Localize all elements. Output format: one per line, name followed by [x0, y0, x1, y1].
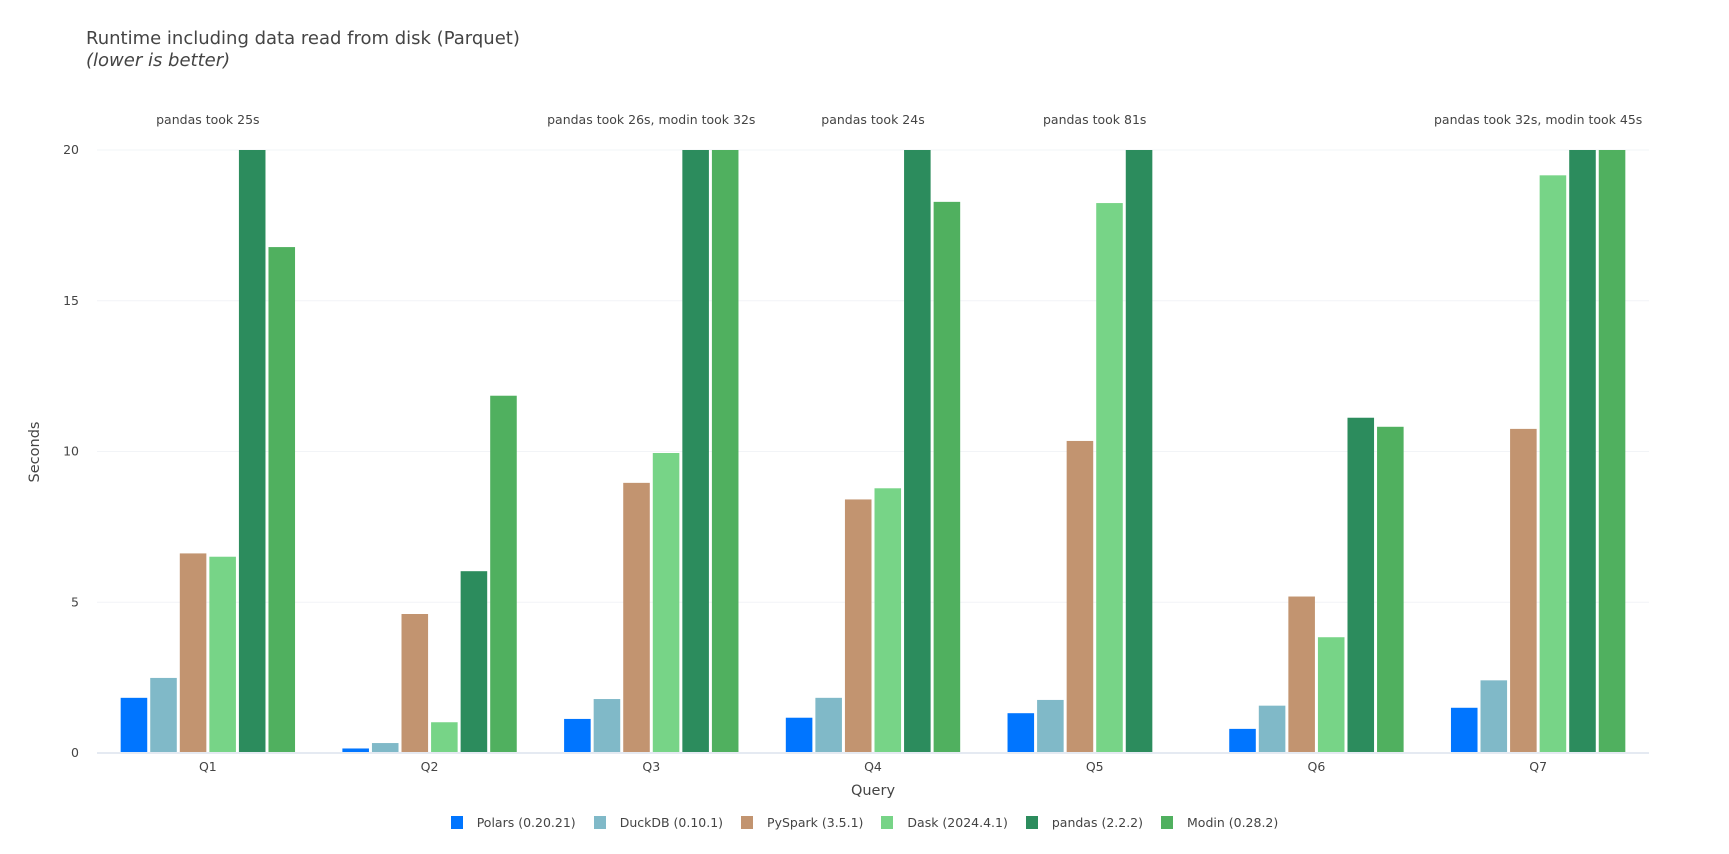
legend-label: Modin (0.28.2)	[1187, 815, 1279, 830]
legend-label: pandas (2.2.2)	[1051, 815, 1144, 830]
annotation: pandas took 32s, modin took 45s	[1434, 112, 1642, 127]
x-tick-label: Q3	[642, 759, 660, 774]
bar-modin-q6[interactable]	[1377, 426, 1404, 753]
bar-pyspark-q3[interactable]	[623, 482, 650, 753]
bar-pandas-q1[interactable]	[238, 150, 266, 753]
bar-polars-q2[interactable]	[342, 748, 369, 753]
bar-pandas-q6[interactable]	[1347, 417, 1375, 753]
bar-dask-q1[interactable]	[209, 556, 236, 753]
annotation: pandas took 24s	[821, 112, 924, 127]
x-tick-label: Q7	[1529, 759, 1547, 774]
x-tick-label: Q1	[199, 759, 217, 774]
x-tick-label: Q5	[1086, 759, 1104, 774]
bar-polars-q7[interactable]	[1450, 707, 1478, 753]
legend-item[interactable]: DuckDB (0.10.1)	[593, 815, 724, 830]
bar-pyspark-q6[interactable]	[1288, 596, 1315, 753]
y-axis-title: Seconds	[27, 422, 43, 483]
bar-dask-q6[interactable]	[1317, 637, 1345, 753]
legend-item[interactable]: Polars (0.20.21)	[450, 815, 576, 830]
x-tick-label: Q6	[1308, 759, 1326, 774]
legend-label: DuckDB (0.10.1)	[619, 815, 724, 830]
gridlines	[97, 149, 1649, 603]
legend-label: PySpark (3.5.1)	[767, 815, 864, 830]
legend-label: Polars (0.20.21)	[476, 815, 576, 830]
annotation: pandas took 81s	[1043, 112, 1146, 127]
annotation: pandas took 25s	[156, 112, 259, 127]
legend: Polars (0.20.21) DuckDB (0.10.1) PySpark (…	[0, 815, 1729, 830]
bar-dask-q7[interactable]	[1539, 175, 1567, 754]
bar-dask-q2[interactable]	[431, 722, 458, 753]
bar-polars-q6[interactable]	[1229, 728, 1256, 753]
bar-modin-q3[interactable]	[711, 150, 739, 753]
bar-polars-q4[interactable]	[785, 717, 813, 753]
bar-duckdb-q5[interactable]	[1037, 699, 1064, 753]
legend-swatch-icon	[1025, 816, 1038, 829]
y-tick-label: 0	[71, 745, 79, 760]
bars	[120, 150, 1626, 754]
bar-pandas-q7[interactable]	[1569, 150, 1596, 753]
bar-duckdb-q7[interactable]	[1480, 680, 1508, 753]
bar-polars-q3[interactable]	[564, 718, 591, 753]
bar-dask-q5[interactable]	[1096, 203, 1123, 754]
annotation: pandas took 26s, modin took 32s	[547, 112, 755, 127]
legend-item[interactable]: Modin (0.28.2)	[1161, 815, 1278, 830]
bar-pyspark-q5[interactable]	[1066, 440, 1094, 753]
chart-title: Runtime including data read from disk (P…	[86, 28, 520, 49]
y-tick-label: 15	[63, 293, 79, 308]
legend-item[interactable]: Dask (2024.4.1)	[881, 815, 1008, 830]
bar-pyspark-q4[interactable]	[844, 499, 872, 753]
bar-modin-q4[interactable]	[933, 201, 961, 753]
legend-item[interactable]: pandas (2.2.2)	[1025, 815, 1144, 830]
y-tick-label: 5	[71, 594, 79, 609]
x-tick-label: Q2	[421, 759, 439, 774]
bar-pyspark-q1[interactable]	[179, 553, 207, 753]
bar-pyspark-q7[interactable]	[1510, 428, 1537, 753]
bar-pyspark-q2[interactable]	[401, 614, 429, 753]
x-tick-label: Q4	[864, 759, 882, 774]
bar-pandas-q5[interactable]	[1125, 150, 1153, 753]
legend-swatch-icon	[593, 816, 606, 829]
bar-duckdb-q6[interactable]	[1258, 705, 1286, 753]
bar-modin-q7[interactable]	[1598, 150, 1626, 753]
chart-subtitle: (lower is better)	[86, 50, 230, 71]
legend-swatch-icon	[450, 816, 463, 829]
bar-duckdb-q2[interactable]	[371, 743, 399, 753]
bar-polars-q1[interactable]	[120, 697, 148, 753]
legend-swatch-icon	[741, 816, 754, 829]
x-axis-title: Query	[851, 783, 895, 799]
y-tick-label: 20	[63, 142, 79, 157]
bar-pandas-q2[interactable]	[460, 571, 488, 753]
bar-duckdb-q4[interactable]	[815, 697, 842, 753]
axes: 0 5 10 15 20 Q1 Q2 Q3 Q4 Q5 Q6 Q7 pandas took 25s pan…	[63, 112, 1649, 774]
bar-pandas-q4[interactable]	[904, 150, 931, 753]
bar-duckdb-q1[interactable]	[150, 677, 177, 753]
bar-pandas-q3[interactable]	[682, 150, 709, 753]
bar-modin-q2[interactable]	[490, 395, 517, 753]
bar-dask-q4[interactable]	[874, 488, 902, 753]
bar-duckdb-q3[interactable]	[593, 699, 621, 753]
bar-polars-q5[interactable]	[1007, 713, 1035, 753]
y-tick-label: 10	[63, 444, 79, 459]
bar-modin-q1[interactable]	[268, 247, 296, 753]
legend-swatch-icon	[1161, 816, 1174, 829]
legend-label: Dask (2024.4.1)	[907, 815, 1008, 830]
legend-swatch-icon	[881, 816, 894, 829]
legend-item[interactable]: PySpark (3.5.1)	[741, 815, 863, 830]
bar-dask-q3[interactable]	[652, 453, 680, 753]
